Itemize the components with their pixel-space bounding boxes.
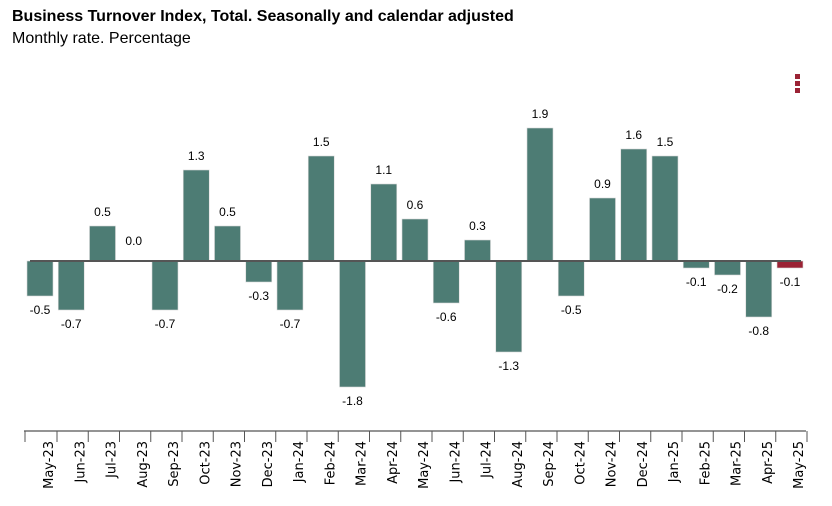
data-label-Jul-23: 0.5 [94, 205, 111, 219]
data-label-Jun-24: -0.6 [436, 310, 457, 324]
x-tick-label-Jun-24: Jun-24 [448, 441, 463, 484]
data-label-Apr-25: -0.8 [748, 324, 769, 338]
x-tick-label-Sep-23: Sep-23 [167, 441, 182, 487]
x-tick-label-Mar-24: Mar-24 [355, 441, 370, 486]
x-axis: May-23 Jun-23 Jul-23 Aug-23 Sep-23 Oct-23 Nov-… [24, 430, 808, 489]
x-tick-label-Apr-25: Apr-25 [761, 441, 776, 484]
chart-subtitle: Monthly rate. Percentage [12, 30, 191, 47]
bar-Jun-24[interactable] [432, 260, 460, 304]
bar-Apr-25[interactable] [745, 260, 773, 318]
chart-title: Business Turnover Index, Total. Seasonal… [12, 8, 514, 25]
data-label-Sep-23: -0.7 [155, 317, 176, 331]
data-label-Jan-25: 1.5 [657, 135, 674, 149]
x-tick-label-Aug-24: Aug-24 [511, 441, 526, 488]
data-label-Aug-23: 0.0 [125, 234, 142, 248]
x-tick-label-Jan-24: Jan-24 [292, 441, 307, 483]
bar-Nov-24[interactable] [589, 197, 616, 262]
bar-Sep-24[interactable] [526, 127, 554, 262]
bar-Oct-24[interactable] [557, 260, 585, 297]
bar-Jan-25[interactable] [651, 155, 679, 262]
x-tick-label-Dec-24: Dec-24 [636, 441, 651, 487]
bar-Mar-25[interactable] [714, 260, 741, 276]
x-tick-label-Jul-24: Jul-24 [480, 441, 495, 479]
x-tick-label-Sep-24: Sep-24 [542, 441, 557, 487]
data-label-May-24: 0.6 [407, 198, 424, 212]
bar-Jul-24[interactable] [464, 239, 491, 262]
bar-Jul-23[interactable] [89, 225, 116, 262]
x-tick-label-May-23: May-23 [42, 441, 57, 489]
x-tick-label-Feb-25: Feb-25 [698, 441, 713, 485]
data-label-Aug-24: -1.3 [498, 359, 519, 373]
data-label-Dec-23: -0.3 [248, 289, 269, 303]
data-label-Feb-25: -0.1 [686, 275, 707, 289]
x-tick-label-May-24: May-24 [417, 441, 432, 489]
x-tick-label-Aug-23: Aug-23 [136, 441, 151, 488]
x-tick-label-Jul-23: Jul-23 [105, 441, 120, 479]
data-label-Mar-25: -0.2 [717, 282, 738, 296]
x-tick-label-Nov-23: Nov-23 [230, 441, 245, 487]
x-tick-label-Nov-24: Nov-24 [605, 441, 620, 487]
x-tick-label-May-25: May-25 [792, 441, 807, 489]
x-tick-label-Oct-24: Oct-24 [573, 441, 588, 485]
bar-Jan-24[interactable] [276, 260, 304, 311]
x-tick-label-Dec-23: Dec-23 [261, 441, 276, 487]
x-tick-label-Jan-25: Jan-25 [667, 441, 682, 483]
bar-Feb-25[interactable] [682, 260, 710, 269]
data-label-Nov-24: 0.9 [594, 177, 611, 191]
data-label-May-25: -0.1 [780, 275, 801, 289]
data-label-Jan-24: -0.7 [280, 317, 301, 331]
data-label-Jul-24: 0.3 [469, 219, 486, 233]
x-tick-label-Apr-24: Apr-24 [386, 441, 401, 484]
bar-May-24[interactable] [401, 218, 429, 262]
data-label-Apr-24: 1.1 [375, 163, 392, 177]
x-tick-label-Feb-24: Feb-24 [323, 441, 338, 485]
data-label-Sep-24: 1.9 [532, 107, 549, 121]
bar-Nov-23[interactable] [214, 225, 241, 262]
bar-Sep-23[interactable] [151, 260, 179, 311]
data-labels-group: -0.5 -0.7 0.5 0.0 -0.7 1.3 0.5 -0.3 -0.7 1.5 -1.8 1… [30, 107, 801, 408]
x-tick-label-Oct-23: Oct-23 [198, 441, 213, 485]
bar-Jun-23[interactable] [57, 260, 85, 311]
data-label-Jun-23: -0.7 [61, 317, 82, 331]
menu-dot [795, 81, 800, 86]
bar-Aug-24[interactable] [495, 260, 523, 353]
bar-Mar-24[interactable] [339, 260, 366, 388]
menu-dot [795, 88, 800, 93]
bar-Oct-23[interactable] [182, 169, 210, 262]
data-label-Dec-24: 1.6 [625, 128, 642, 142]
data-label-Nov-23: 0.5 [219, 205, 236, 219]
bar-May-25[interactable] [776, 260, 804, 269]
data-label-Feb-24: 1.5 [313, 135, 330, 149]
bar-Dec-24[interactable] [620, 148, 648, 262]
data-label-May-23: -0.5 [30, 303, 51, 317]
kebab-menu-icon[interactable] [794, 74, 802, 94]
bar-Feb-24[interactable] [307, 155, 335, 262]
x-tick-label-Jun-23: Jun-23 [73, 441, 88, 484]
menu-dot [795, 74, 800, 79]
bar-Apr-24[interactable] [370, 183, 398, 262]
data-label-Oct-23: 1.3 [188, 149, 205, 163]
x-tick-label-Mar-25: Mar-25 [730, 441, 745, 486]
bars-group [26, 127, 804, 388]
data-label-Mar-24: -1.8 [342, 394, 363, 408]
data-label-Oct-24: -0.5 [561, 303, 582, 317]
bar-May-23[interactable] [26, 260, 54, 297]
bar-Dec-23[interactable] [245, 260, 273, 283]
